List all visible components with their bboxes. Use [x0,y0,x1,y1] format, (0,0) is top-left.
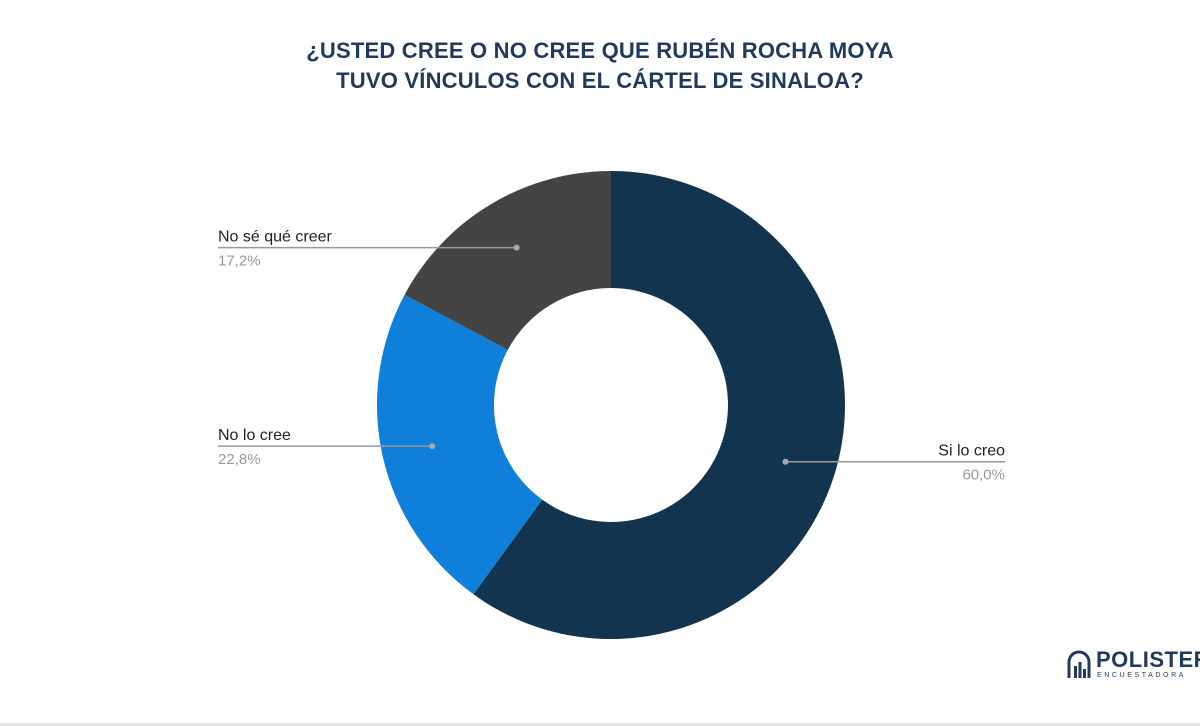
polister-logo: POLISTER ENCUESTADORA [1066,648,1200,682]
slice-si-lo-creo [473,171,845,640]
leader-dot-no-lo-cree [429,443,436,450]
slice-value-si-lo-creo: 60,0% [962,467,1005,484]
leader-dot-no-se-que-creer [513,244,520,251]
bar-chart-logo-icon [1067,650,1091,678]
leader-dot-si-lo-creo [782,458,789,465]
brand-tagline: ENCUESTADORA [1097,672,1187,679]
slice-no-lo-cree [377,294,543,595]
slice-no-se-que-creer [404,171,611,350]
chart-title-line-2: TUVO VÍNCULOS CON EL CÁRTEL DE SINALOA? [336,68,864,93]
slice-label-no-se-que-creer: No sé qué creer [218,229,333,246]
slice-value-no-se-que-creer: 17,2% [218,253,261,270]
brand-name: POLISTER [1096,647,1200,672]
slice-value-no-lo-cree: 22,8% [218,451,261,468]
slice-label-no-lo-cree: No lo cree [218,427,291,444]
chart-title: ¿USTED CREE O NO CREE QUE RUBÉN ROCHA MO… [0,36,1200,96]
chart-title-line-1: ¿USTED CREE O NO CREE QUE RUBÉN ROCHA MO… [306,38,894,63]
bottom-divider [0,723,1200,726]
slice-label-si-lo-creo: Si lo creo [938,443,1005,460]
